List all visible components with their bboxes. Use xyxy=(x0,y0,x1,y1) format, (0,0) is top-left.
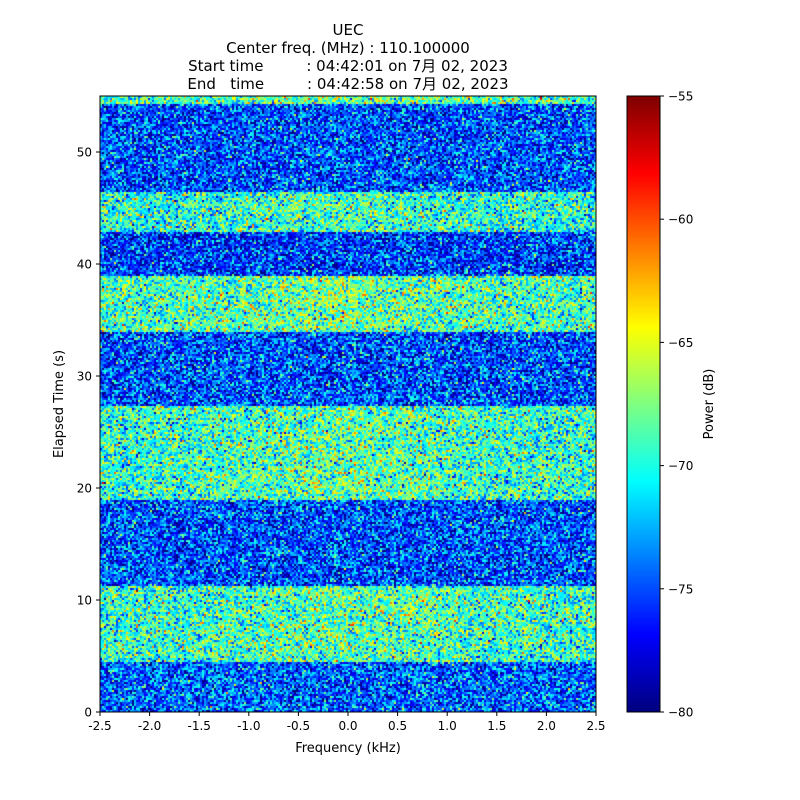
x-tick-label: 1.5 xyxy=(487,719,506,733)
colorbar-tick-label: −65 xyxy=(668,336,693,350)
x-tick-label: -1.0 xyxy=(237,719,260,733)
y-axis-label: Elapsed Time (s) xyxy=(52,350,67,458)
colorbar-frame xyxy=(626,95,661,713)
plot-frame xyxy=(99,95,597,713)
colorbar-tick-label: −70 xyxy=(668,459,693,473)
colorbar-axis: −55 −60 −65 −70 −75 −80 xyxy=(660,90,693,720)
x-tick-label: 0.0 xyxy=(338,719,357,733)
y-tick-label: 30 xyxy=(77,370,92,384)
x-tick-label: -2.5 xyxy=(88,719,111,733)
title-line-end-time: End time : 04:42:58 on 7月 02, 2023 xyxy=(187,75,509,93)
x-tick-label: -1.5 xyxy=(187,719,210,733)
y-tick-label: 40 xyxy=(77,258,92,272)
title-line-station: UEC xyxy=(332,21,364,39)
y-tick-label: 50 xyxy=(77,146,92,160)
x-tick-label: 2.5 xyxy=(586,719,605,733)
colorbar-gradient xyxy=(627,96,660,712)
y-tick-label: 20 xyxy=(77,482,92,496)
title-line-start-time: Start time : 04:42:01 on 7月 02, 2023 xyxy=(188,57,508,75)
x-tick-label: -2.0 xyxy=(138,719,161,733)
y-tick-label: 10 xyxy=(77,594,92,608)
colorbar-tick-label: −55 xyxy=(668,90,693,104)
colorbar-tick-label: −75 xyxy=(668,582,693,596)
x-tick-label: 1.0 xyxy=(438,719,457,733)
x-axis-label: Frequency (kHz) xyxy=(295,741,401,756)
x-tick-label: 0.5 xyxy=(388,719,407,733)
title-line-center-freq: Center freq. (MHz) : 110.100000 xyxy=(226,39,470,57)
spectrogram-heatmap xyxy=(100,96,596,712)
x-axis: -2.5 -2.0 -1.5 -1.0 -0.5 0.0 0.5 1.0 1.5 2.0 2.5 xyxy=(88,712,606,733)
y-axis: 0 10 20 30 40 50 xyxy=(77,146,100,720)
x-tick-label: -0.5 xyxy=(287,719,310,733)
colorbar-tick-label: −80 xyxy=(668,706,693,720)
colorbar-tick-label: −60 xyxy=(668,213,693,227)
x-tick-label: 2.0 xyxy=(537,719,556,733)
y-tick-label: 0 xyxy=(84,706,92,720)
colorbar-label: Power (dB) xyxy=(702,369,717,440)
